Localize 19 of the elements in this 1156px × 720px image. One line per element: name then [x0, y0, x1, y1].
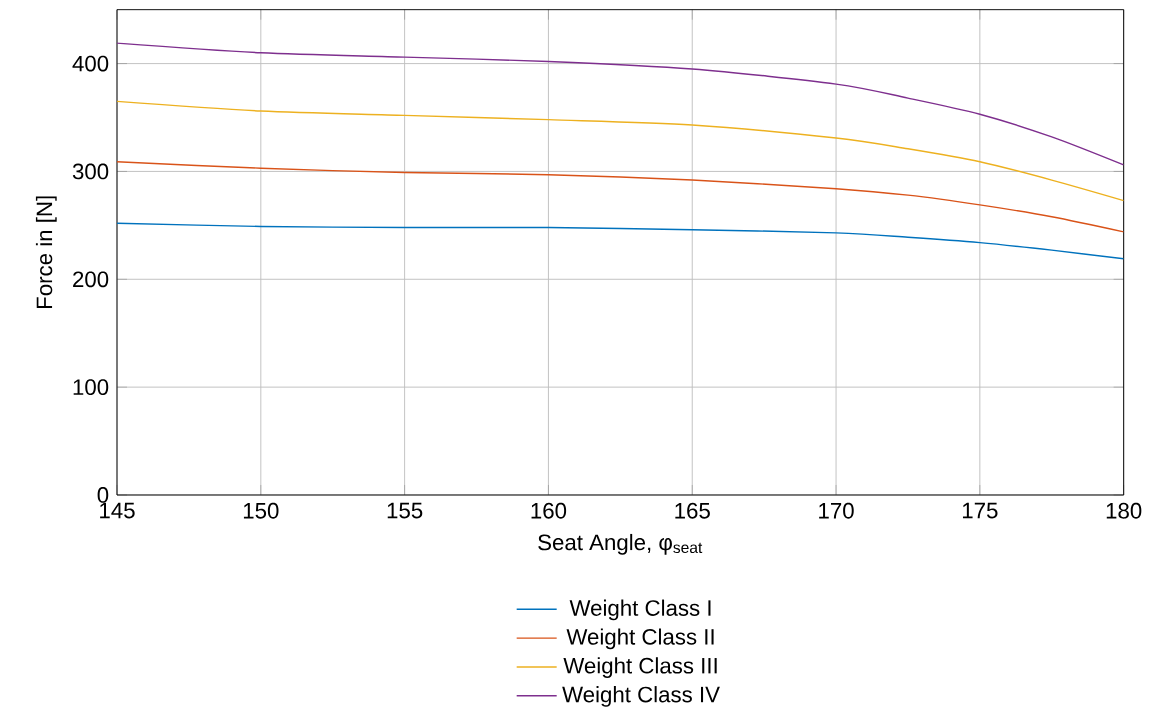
y-tick-label: 100: [73, 379, 109, 396]
x-tick-label: 145: [100, 502, 135, 519]
y-axis-title: Force in [N]: [35, 196, 57, 308]
x-tick-label: 180: [1106, 502, 1142, 519]
legend-label: Weight Class I: [569, 599, 711, 621]
x-tick-label: 165: [675, 502, 710, 519]
y-tick-label: 0: [97, 487, 109, 503]
legend-label: Weight Class III: [563, 657, 717, 678]
x-tick-label: 175: [962, 502, 998, 519]
y-tick-label: 300: [72, 163, 109, 180]
legend-label: Weight Class II: [566, 628, 714, 650]
x-tick-label: 170: [819, 502, 854, 519]
y-tick-label: 200: [73, 271, 109, 288]
y-tick-label: 400: [72, 55, 109, 72]
x-axis-title: Seat Angle, φ$_{seat}$: [538, 533, 703, 555]
x-tick-label: 155: [387, 502, 423, 519]
legend-label: Weight Class IV: [562, 686, 720, 707]
x-tick-label: 160: [531, 502, 567, 519]
x-tick-label: 150: [243, 502, 279, 519]
